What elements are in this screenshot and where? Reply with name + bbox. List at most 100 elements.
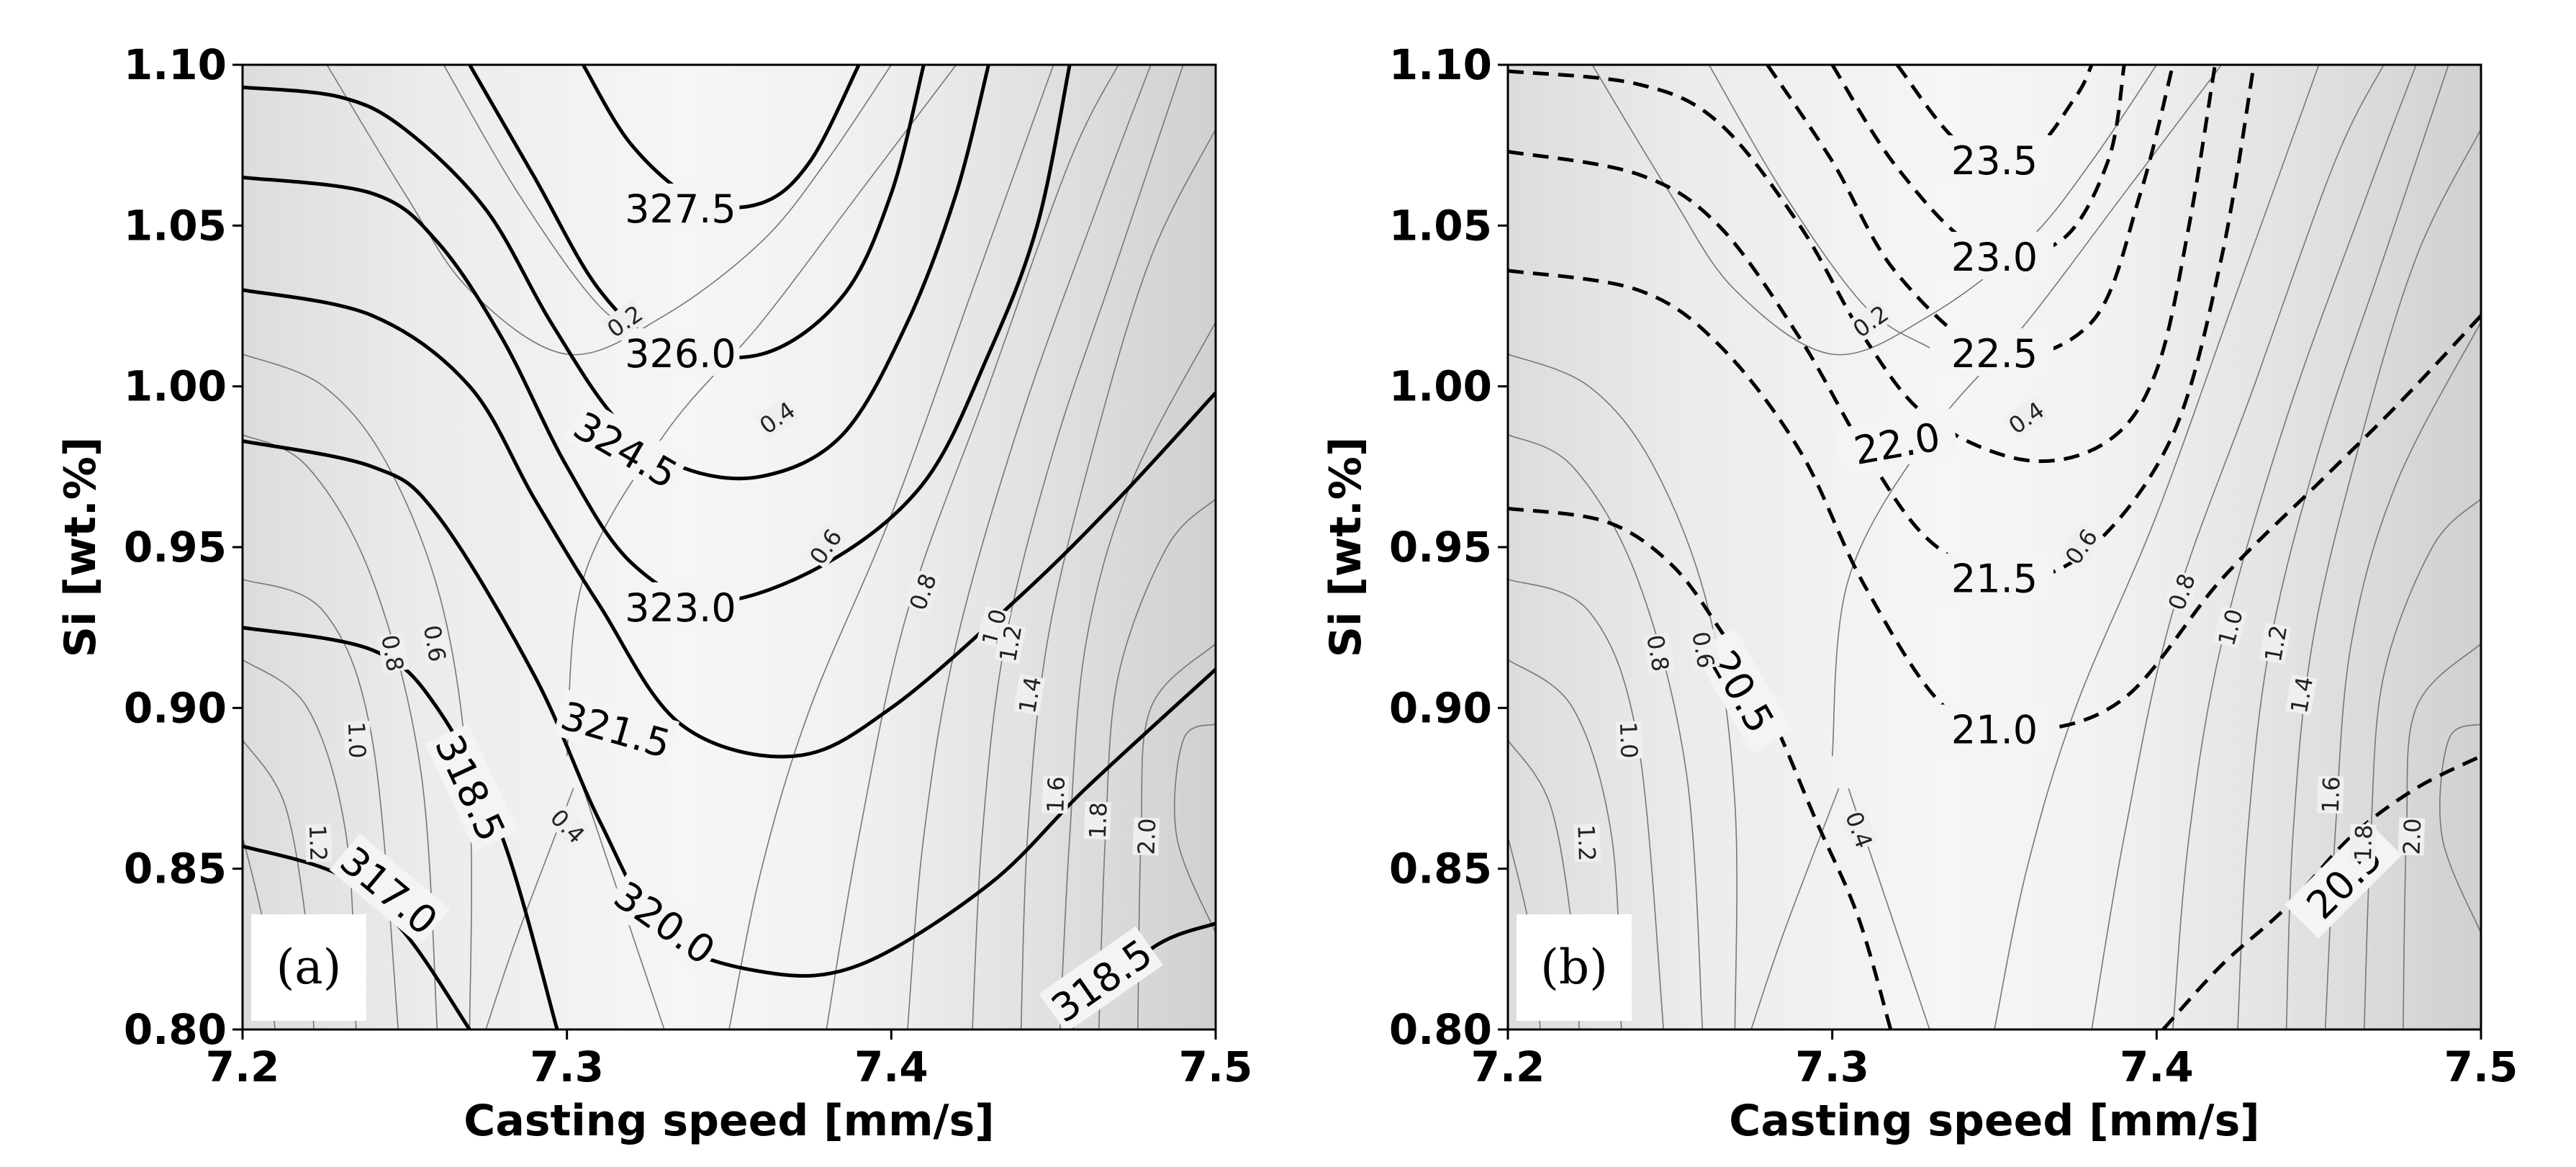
minor-contour-label: 2.0 — [1133, 818, 1162, 855]
y-tick-label: 0.95 — [124, 523, 227, 572]
y-tick-label: 0.90 — [1389, 683, 1492, 732]
label-backdrop — [803, 523, 847, 569]
label-backdrop — [1935, 704, 2053, 752]
minor-contour-label-group: 1.0 — [1614, 721, 1643, 760]
y-tick-label: 1.05 — [1389, 201, 1492, 250]
minor-contour-label: 0.6 — [1686, 629, 1719, 670]
minor-contour-line — [2285, 128, 2481, 1029]
x-tick-label: 7.5 — [1179, 1042, 1253, 1091]
label-backdrop — [377, 632, 410, 674]
minor-contour-line — [972, 65, 1184, 1029]
minor-contour-label: 1.8 — [1084, 802, 1113, 839]
x-tick-label: 7.4 — [854, 1042, 928, 1091]
label-backdrop — [2003, 396, 2049, 439]
panel-tag: (a) — [276, 940, 342, 995]
y-tick-label: 0.80 — [124, 1005, 227, 1054]
main-contour-label-group: 21.0 — [1935, 704, 2053, 753]
minor-contour-label: 0.8 — [376, 633, 409, 674]
label-backdrop — [1935, 553, 2053, 601]
minor-contour-label-group: 1.4 — [1013, 674, 1047, 716]
minor-contour-label-group: 1.0 — [343, 721, 371, 760]
main-contour-label: 21.5 — [1951, 557, 2038, 602]
label-backdrop — [603, 868, 728, 975]
label-backdrop — [1132, 817, 1160, 856]
label-backdrop — [563, 398, 690, 499]
minor-contour-line — [2091, 65, 2385, 1029]
y-tick-label: 0.90 — [124, 683, 227, 732]
label-backdrop — [2316, 775, 2344, 814]
minor-contour-line — [326, 65, 892, 356]
label-backdrop — [1847, 299, 1894, 343]
x-axis-label: Casting speed [mm/s] — [1729, 1096, 2259, 1146]
main-contour-line — [2161, 754, 2481, 1029]
label-backdrop — [621, 328, 740, 376]
minor-contour-line — [1994, 65, 2320, 1029]
label-backdrop — [2059, 523, 2102, 569]
label-backdrop — [2398, 817, 2426, 856]
label-backdrop — [546, 803, 591, 849]
minor-contour-line — [1848, 788, 1930, 1029]
y-axis-label: Si [wt.%] — [1321, 437, 1371, 658]
minor-contour-line — [1098, 498, 1216, 1029]
minor-contour-label-group: 0.8 — [376, 632, 410, 674]
label-backdrop — [754, 396, 800, 439]
label-backdrop — [419, 622, 452, 664]
x-tick-label: 7.2 — [206, 1042, 280, 1091]
minor-contour-line — [566, 65, 957, 757]
minor-contour-label-group: 1.6 — [1041, 775, 1070, 814]
minor-contour-line — [728, 65, 1054, 1029]
minor-contour-label: 1.0 — [1614, 721, 1643, 759]
main-contour-label-group: 23.0 — [1935, 232, 2053, 280]
minor-contour-label-group: 1.2 — [1572, 824, 1601, 862]
y-tick-label: 0.85 — [124, 844, 227, 893]
label-backdrop — [1083, 801, 1111, 840]
minor-contour-line — [1508, 353, 1737, 1029]
panel-tag-box — [1517, 914, 1632, 1021]
label-backdrop — [2212, 605, 2248, 649]
minor-contour-line — [1174, 723, 1216, 934]
panel-tag-box — [251, 914, 366, 1021]
minor-contour-line — [2364, 498, 2481, 1029]
label-backdrop — [1039, 926, 1163, 1029]
main-contour-label-group: 22.0 — [1834, 408, 1959, 476]
main-contour-label-group: 23.5 — [1935, 135, 2053, 184]
y-tick-label: 1.10 — [124, 40, 227, 89]
y-tick-label: 0.95 — [1389, 523, 1492, 572]
minor-contour-label-group: 2.0 — [1132, 817, 1162, 856]
label-backdrop — [425, 724, 518, 851]
main-contour-line — [1766, 65, 2175, 359]
minor-contour-label-group: 0.6 — [1686, 628, 1720, 671]
main-contour-label: 23.0 — [1951, 235, 2038, 280]
label-backdrop — [2259, 622, 2292, 664]
minor-contour-label: 1.2 — [1572, 824, 1601, 862]
minor-contour-label-group: 0.6 — [418, 622, 452, 664]
label-backdrop — [1834, 408, 1959, 476]
x-axis-label: Casting speed [mm/s] — [464, 1096, 994, 1146]
label-backdrop — [343, 721, 371, 760]
panel-tag: (b) — [1540, 940, 1608, 995]
minor-contour-label: 1.0 — [343, 721, 371, 759]
main-contour-label: 23.5 — [1951, 138, 2038, 184]
minor-contour-line — [2403, 643, 2481, 1029]
label-backdrop — [2349, 824, 2377, 862]
minor-contour-line — [1508, 578, 1665, 1029]
y-tick-label: 1.00 — [124, 362, 227, 411]
minor-contour-line — [1591, 65, 2157, 356]
label-backdrop — [1013, 674, 1046, 716]
main-contour-label: 21.0 — [1951, 708, 2038, 753]
x-tick-label: 7.3 — [1795, 1042, 1869, 1091]
label-backdrop — [1935, 135, 2053, 183]
label-backdrop — [1573, 824, 1601, 862]
minor-contour-label-group: 2.0 — [2398, 817, 2427, 856]
minor-contour-label: 2.0 — [2398, 818, 2427, 855]
minor-contour-label-group: 1.2 — [2259, 622, 2292, 664]
minor-contour-line — [1059, 321, 1216, 1029]
main-contour-line — [243, 288, 1216, 759]
main-contour-label-group: 21.5 — [1935, 553, 2053, 602]
main-contour-label-group: 323.0 — [621, 582, 740, 631]
x-tick-label: 7.5 — [2444, 1042, 2518, 1091]
label-backdrop — [621, 184, 740, 231]
minor-contour-line — [1750, 788, 1840, 1029]
minor-contour-line — [243, 353, 472, 1029]
label-backdrop — [621, 582, 740, 630]
